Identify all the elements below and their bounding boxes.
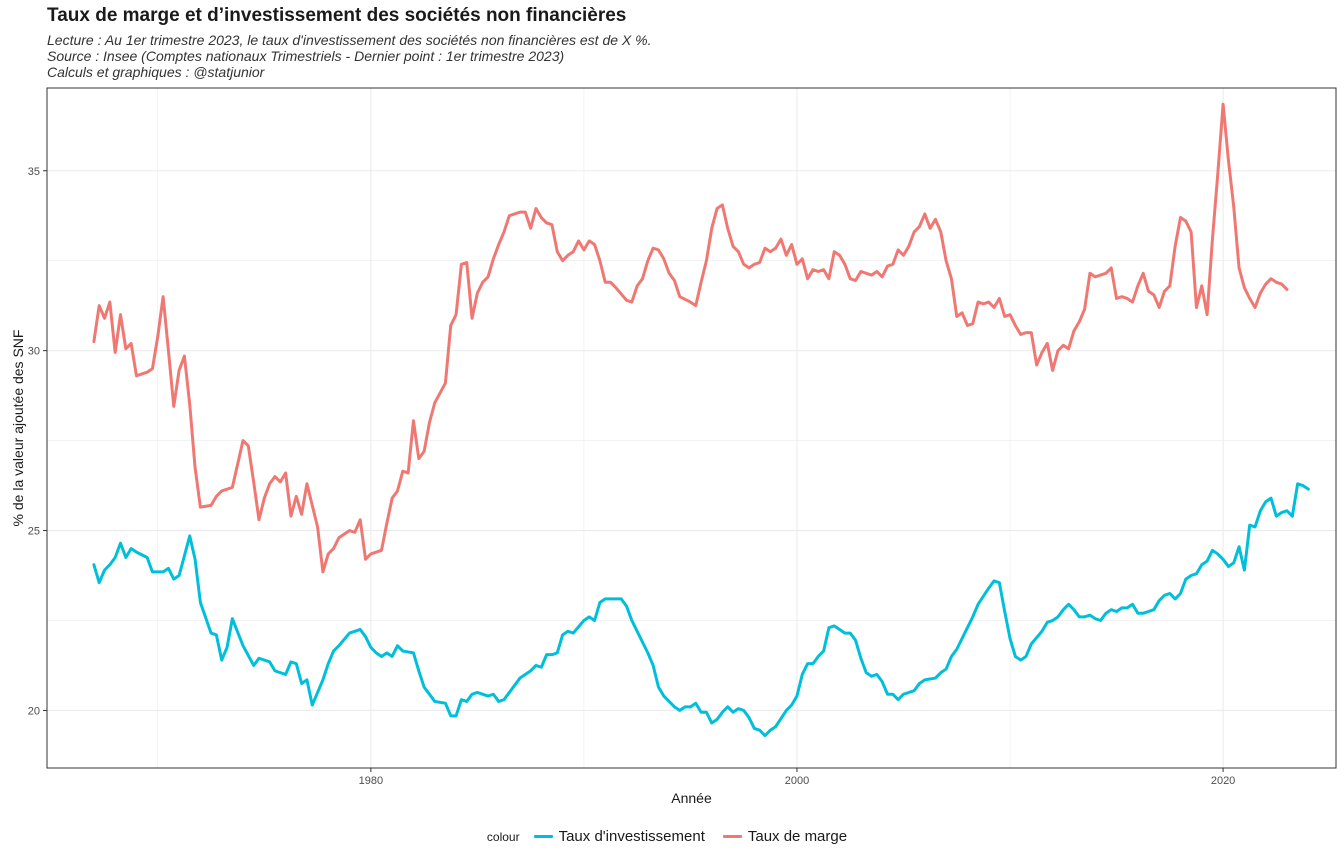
legend-key-marge: [722, 835, 742, 838]
x-axis-title: Année: [671, 790, 712, 806]
legend-item-investissement: Taux d'investissement: [533, 828, 705, 845]
subtitle-source: Source : Insee (Comptes nationaux Trimes…: [47, 48, 565, 64]
subtitle-lecture: Lecture : Au 1er trimestre 2023, le taux…: [47, 32, 652, 48]
legend-label-investissement: Taux d'investissement: [558, 828, 705, 845]
chart-title: Taux de marge et d’investissement des so…: [47, 5, 627, 26]
y-tick-label: 20: [28, 705, 40, 717]
legend-item-marge: Taux de marge: [722, 828, 848, 845]
y-tick-label: 25: [28, 526, 40, 538]
x-tick-label: 2000: [785, 775, 809, 787]
panel-border: [46, 87, 1337, 769]
x-tick-label: 1980: [359, 775, 383, 787]
series-line-investissement: [92, 482, 1310, 738]
legend-label-marge: Taux de marge: [747, 828, 848, 845]
x-tick-label: 2020: [1211, 775, 1235, 787]
y-tick-label: 30: [28, 346, 40, 358]
subtitle-credits: Calculs et graphiques : @statjunior: [47, 64, 265, 80]
grid: [47, 88, 1336, 768]
series-layer: [92, 102, 1310, 738]
series-line-marge: [92, 102, 1289, 574]
y-tick-label: 35: [28, 166, 40, 178]
y-axis-title: % de la valeur ajoutée des SNF: [10, 330, 26, 527]
legend-key-investissement: [533, 835, 553, 838]
legend-title: colour: [486, 829, 520, 844]
legend: colour Taux d'investissement Taux de mar…: [0, 828, 1344, 845]
